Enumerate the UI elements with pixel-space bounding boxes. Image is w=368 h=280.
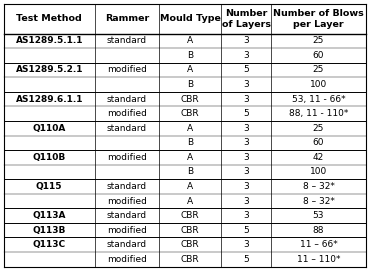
Bar [4,237,366,252]
Text: 8 – 32*: 8 – 32* [302,197,335,206]
Text: CBR: CBR [181,211,199,220]
Text: modified: modified [107,66,147,74]
Text: 3: 3 [243,197,249,206]
Bar [4,92,366,106]
Text: Q110B: Q110B [33,153,66,162]
Text: Rammer: Rammer [105,14,149,24]
Text: 3: 3 [243,211,249,220]
Text: 88, 11 - 110*: 88, 11 - 110* [289,109,348,118]
Text: Q110A: Q110A [32,124,66,133]
Text: 11 – 66*: 11 – 66* [300,240,337,249]
Bar [4,194,366,208]
Text: B: B [187,80,193,89]
Text: 88: 88 [313,226,324,235]
Bar [4,136,366,150]
Text: modified: modified [107,153,147,162]
Text: 8 – 32*: 8 – 32* [302,182,335,191]
Text: standard: standard [107,182,147,191]
Text: A: A [187,182,193,191]
Text: 25: 25 [313,36,324,45]
Bar [4,208,366,223]
Text: B: B [187,138,193,147]
Text: 3: 3 [243,80,249,89]
Text: 53: 53 [313,211,324,220]
Text: 5: 5 [243,226,249,235]
Text: 53, 11 - 66*: 53, 11 - 66* [292,95,345,104]
Text: 3: 3 [243,153,249,162]
Bar [4,121,366,136]
Text: A: A [187,197,193,206]
Text: 60: 60 [313,138,324,147]
Bar [4,48,366,63]
Text: 3: 3 [243,138,249,147]
Text: Q113A: Q113A [32,211,66,220]
Text: standard: standard [107,95,147,104]
Text: 42: 42 [313,153,324,162]
Text: A: A [187,124,193,133]
Text: 3: 3 [243,240,249,249]
Text: Q113C: Q113C [33,240,66,249]
Bar [4,63,366,77]
Text: AS1289.6.1.1: AS1289.6.1.1 [15,95,83,104]
Text: standard: standard [107,240,147,249]
Text: modified: modified [107,197,147,206]
Text: Test Method: Test Method [16,14,82,24]
Text: 60: 60 [313,51,324,60]
Text: 100: 100 [310,167,327,176]
Text: B: B [187,51,193,60]
Bar [4,34,366,48]
Text: 3: 3 [243,95,249,104]
Bar [4,179,366,194]
Text: AS1289.5.2.1: AS1289.5.2.1 [15,66,83,74]
Bar [4,223,366,237]
Text: A: A [187,66,193,74]
Text: modified: modified [107,226,147,235]
Text: 11 – 110*: 11 – 110* [297,255,340,264]
Text: 3: 3 [243,51,249,60]
Text: 5: 5 [243,255,249,264]
Text: standard: standard [107,36,147,45]
Text: CBR: CBR [181,255,199,264]
Text: CBR: CBR [181,95,199,104]
Text: Q113B: Q113B [32,226,66,235]
Bar [4,4,366,34]
Text: 25: 25 [313,124,324,133]
Bar [4,165,366,179]
Text: B: B [187,167,193,176]
Text: standard: standard [107,124,147,133]
Text: 100: 100 [310,80,327,89]
Text: AS1289.5.1.1: AS1289.5.1.1 [15,36,83,45]
Text: 3: 3 [243,36,249,45]
Bar [4,150,366,165]
Text: 25: 25 [313,66,324,74]
Bar [4,106,366,121]
Text: 5: 5 [243,66,249,74]
Bar [4,252,366,267]
Text: CBR: CBR [181,109,199,118]
Text: 5: 5 [243,109,249,118]
Text: 3: 3 [243,167,249,176]
Text: Number of Blows
per Layer: Number of Blows per Layer [273,9,364,29]
Text: 3: 3 [243,124,249,133]
Text: Q115: Q115 [36,182,63,191]
Bar [4,77,366,92]
Text: modified: modified [107,255,147,264]
Text: standard: standard [107,211,147,220]
Text: modified: modified [107,109,147,118]
Text: CBR: CBR [181,226,199,235]
Text: Mould Type: Mould Type [160,14,220,24]
Text: 3: 3 [243,182,249,191]
Text: Number
of Layers: Number of Layers [222,9,270,29]
Text: A: A [187,153,193,162]
Text: A: A [187,36,193,45]
Text: CBR: CBR [181,240,199,249]
